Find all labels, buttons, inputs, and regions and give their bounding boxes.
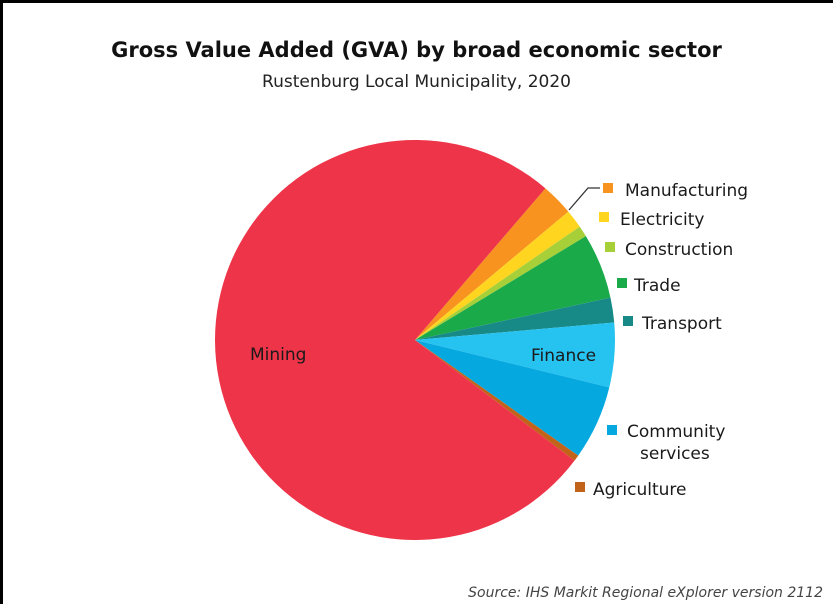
pie-slice-electricity [415,211,580,340]
legend-marker-community-services [607,425,617,435]
label-community-services: Community services [627,422,731,464]
legend-marker-agriculture [575,482,585,492]
pie-slice-manufacturing [415,188,569,340]
legend-marker-trade [617,278,627,288]
label-transport: Transport [641,314,722,334]
pie-slice-mining [215,139,575,540]
label-trade: Trade [633,276,681,296]
label-electricity: Electricity [620,210,704,230]
label-finance: Finance [531,346,596,366]
manufacturing-leader-line [568,187,600,211]
chart-subtitle: Rustenburg Local Municipality, 2020 [262,72,571,92]
label-agriculture: Agriculture [593,480,687,500]
pie-slices [215,139,615,540]
pie-slice-transport [415,297,615,340]
legend-marker-construction [605,242,615,252]
chart-title: Gross Value Added (GVA) by broad economi… [111,38,722,62]
label-mining: Mining [250,345,306,365]
pie-slice-construction [415,226,586,340]
legend-marker-manufacturing [603,183,613,193]
pie-slice-finance [415,322,615,388]
pie-slice-community-services [415,340,610,456]
legend-marker-transport [623,316,633,326]
label-construction: Construction [625,240,733,260]
label-manufacturing: Manufacturing [625,181,748,201]
pie-slice-agriculture [415,340,579,461]
pie-slice-trade [415,236,611,340]
legend-marker-electricity [599,212,609,222]
chart-source-note: Source: IHS Markit Regional eXplorer ver… [468,585,823,601]
